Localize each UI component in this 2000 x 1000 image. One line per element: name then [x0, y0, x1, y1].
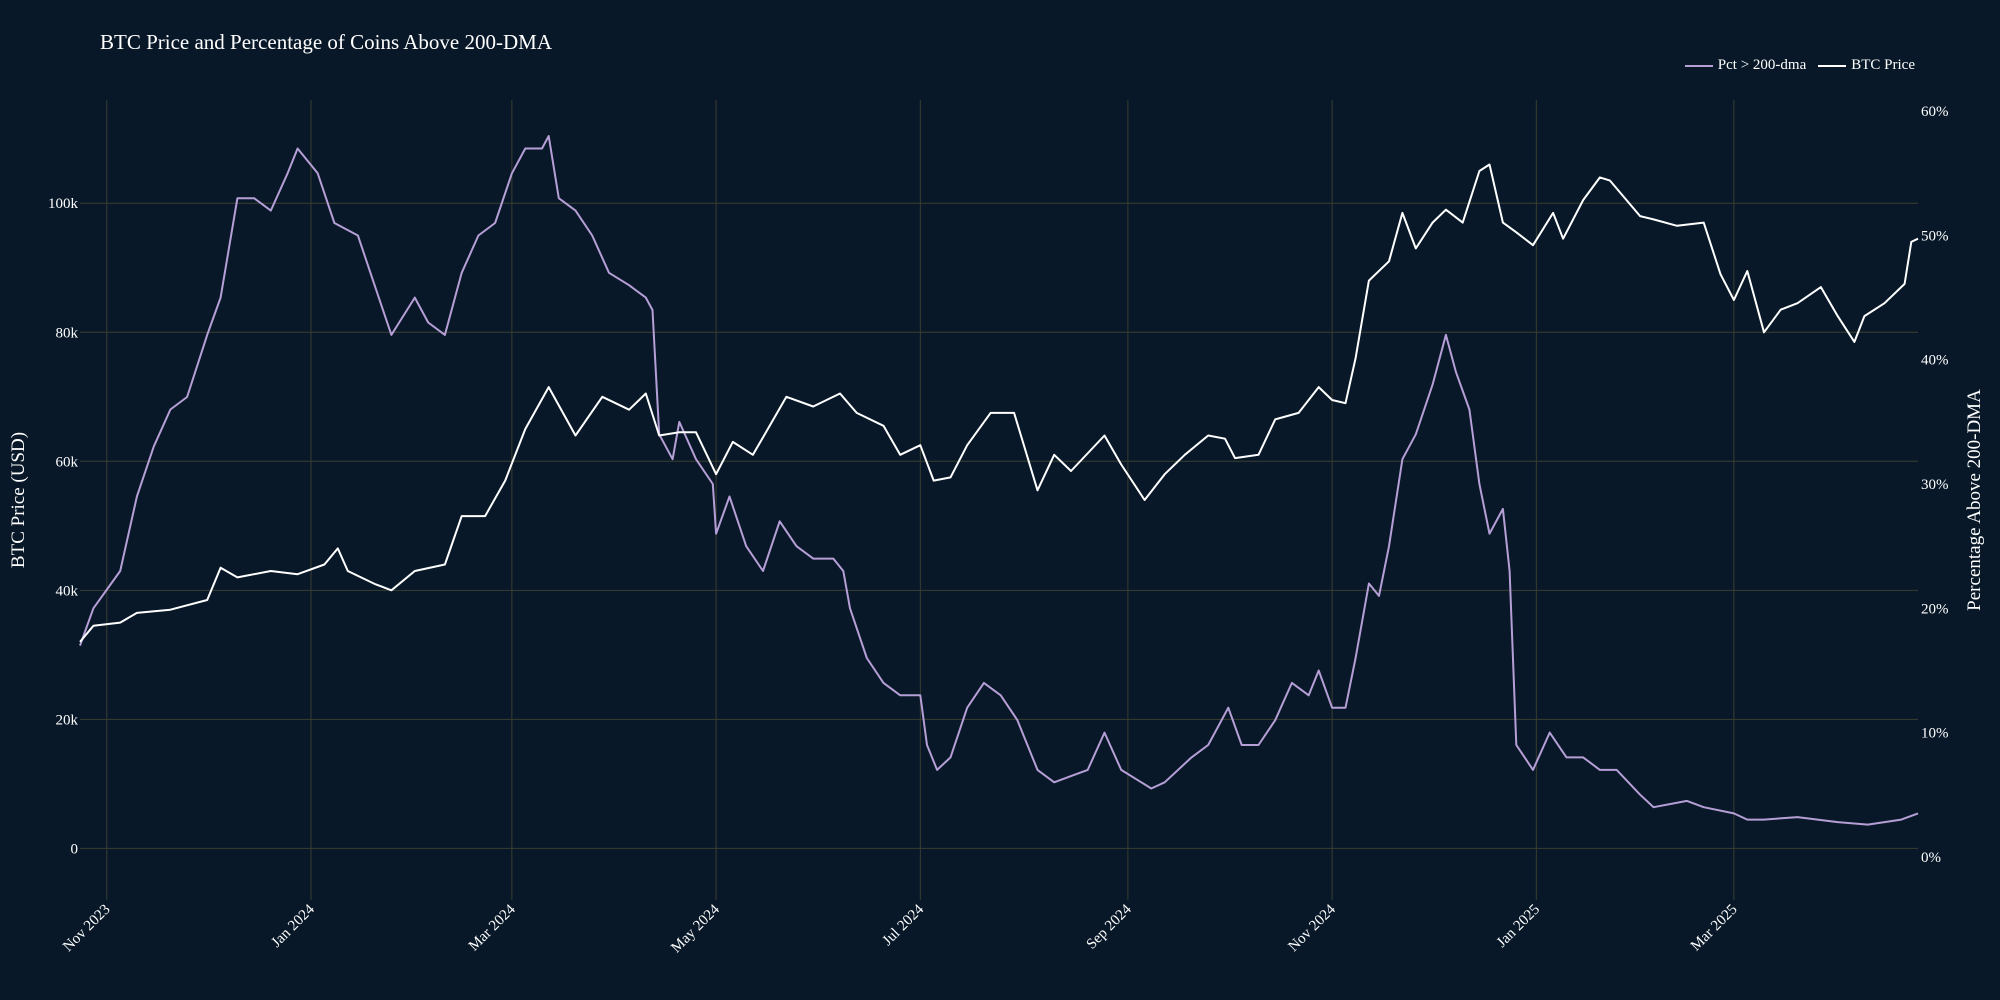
y-right-tick-label: 30% [1921, 477, 1949, 493]
axes: 0 20k 40k 60k 80k 100k 0% 10% 20% 30% 40% 50% 60% Nov… [8, 104, 1985, 956]
y-right-axis-title: Percentage Above 200-DMA [1964, 389, 1985, 611]
x-tick-label: Jul 2024 [880, 901, 928, 949]
y-left-axis-title: BTC Price (USD) [8, 432, 29, 568]
x-tick-label: Sep 2024 [1084, 901, 1135, 952]
legend-swatch-pct [1684, 64, 1713, 67]
y-right-tick-label: 20% [1921, 601, 1949, 617]
x-tick-label: Jan 2024 [269, 901, 319, 951]
x-tick-label: Jan 2025 [1494, 902, 1543, 951]
legend: Pct > 200-dma BTC Price [1673, 57, 1915, 74]
y-right-tick-label: 10% [1921, 726, 1949, 742]
pct-above-200dma-line [79, 135, 1919, 826]
y-left-tick-label: 60k [56, 454, 79, 470]
x-tick-label: Nov 2024 [1285, 901, 1339, 955]
legend-item-btc[interactable]: BTC Price [1818, 57, 1915, 74]
legend-item-pct[interactable]: Pct > 200-dma [1684, 57, 1807, 74]
y-left-tick-label: 80k [56, 325, 79, 341]
y-right-tick-label: 0% [1921, 850, 1941, 866]
series-layer [79, 135, 1919, 826]
y-right-tick-label: 50% [1921, 228, 1949, 244]
y-left-tick-label: 20k [56, 712, 79, 728]
y-right-tick-label: 40% [1921, 353, 1949, 369]
x-tick-label: Mar 2025 [1688, 902, 1741, 955]
y-left-tick-label: 100k [48, 196, 79, 212]
grid [80, 100, 1918, 900]
legend-label-pct: Pct > 200-dma [1717, 57, 1807, 73]
legend-label-btc: BTC Price [1851, 57, 1915, 73]
x-tick-label: Nov 2023 [60, 902, 113, 955]
y-left-tick-label: 40k [56, 583, 79, 599]
btc-price-line [79, 163, 1919, 643]
x-tick-label: May 2024 [668, 901, 723, 956]
chart-title: BTC Price and Percentage of Coins Above … [100, 30, 553, 54]
legend-swatch-btc [1818, 64, 1847, 67]
y-left-tick-label: 0 [71, 841, 79, 857]
x-tick-label: Mar 2024 [466, 901, 519, 954]
y-right-tick-label: 60% [1921, 104, 1949, 120]
